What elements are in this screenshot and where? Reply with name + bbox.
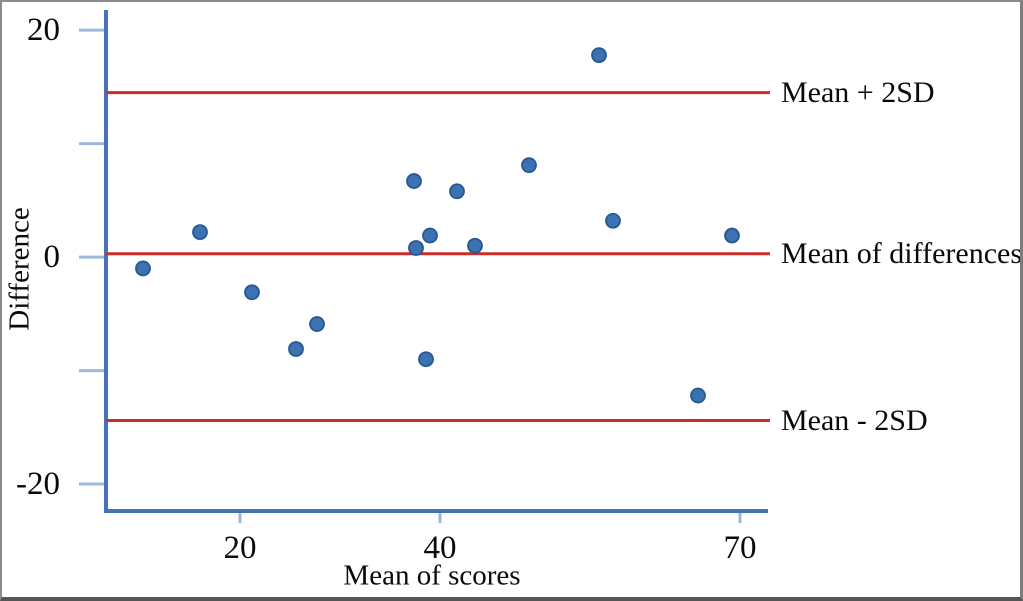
data-point [135,260,151,277]
data-point [408,240,424,256]
reference-line-label: Mean + 2SD [781,76,935,109]
data-point [244,284,260,301]
reference-line-label: Mean - 2SD [781,404,928,437]
data-point [521,157,537,174]
y-tick-label: 20 [27,12,60,48]
reference-line-label: Mean of differences [781,237,1021,270]
y-axis-title: Difference [3,207,36,331]
y-tick-label: -20 [16,466,60,502]
data-point [309,316,325,332]
data-point [605,212,621,229]
x-tick-label: 40 [424,530,457,566]
x-tick-label: 20 [224,530,257,566]
data-point [591,47,607,64]
data-point [690,387,706,404]
data-point [449,183,465,200]
data-point [406,173,422,189]
x-axis-title: Mean of scores [343,559,521,592]
x-tick-label: 70 [724,530,757,566]
data-point [422,227,438,244]
data-point [418,351,434,368]
y-tick-label: 0 [44,239,61,275]
data-point [724,227,740,244]
data-point [467,237,483,254]
data-point [192,224,208,241]
data-point [288,341,304,357]
